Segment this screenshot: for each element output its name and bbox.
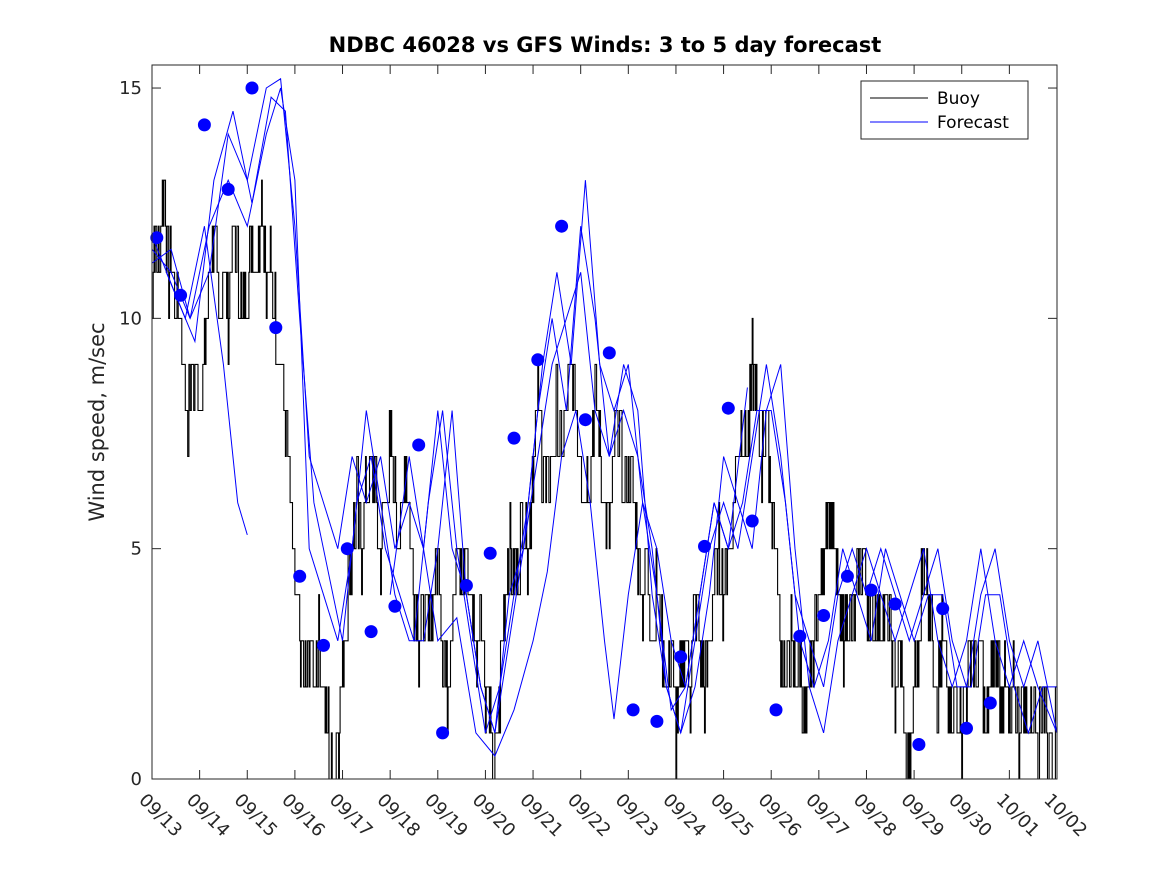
chart-title: NDBC 46028 vs GFS Winds: 3 to 5 day fore… (329, 33, 882, 57)
forecast-marker-11 (388, 599, 402, 613)
forecast-line-3 (151, 87, 1058, 735)
forecast-marker-35 (960, 721, 973, 735)
forecast-marker-18 (555, 219, 569, 233)
forecast-marker-21 (626, 703, 640, 717)
legend-forecast-label: Forecast (937, 113, 1009, 133)
plot-area (152, 65, 1057, 779)
legend-box (860, 80, 1029, 140)
forecast-marker-33 (912, 738, 926, 751)
y-tick-label: 15 (119, 78, 142, 99)
forecast-marker-1 (150, 231, 164, 245)
forecast-marker-30 (840, 569, 854, 583)
forecast-marker-24 (698, 539, 711, 553)
forecast-line-4 (165, 226, 248, 536)
forecast-marker-4 (221, 182, 235, 196)
forecast-marker-20 (602, 346, 616, 360)
y-tick-label: 0 (131, 769, 142, 790)
y-axis-label: Wind speed, m/sec (85, 322, 109, 521)
forecast-marker-2 (174, 288, 188, 302)
forecast-marker-8 (317, 638, 330, 652)
forecast-marker-17 (531, 353, 545, 367)
forecast-marker-6 (269, 321, 283, 335)
forecast-marker-23 (674, 650, 688, 664)
forecast-marker-9 (340, 542, 354, 556)
forecast-marker-12 (412, 438, 426, 452)
legend-buoy-label: Buoy (937, 89, 980, 109)
forecast-line-5 (389, 387, 748, 757)
forecast-marker-5 (245, 81, 259, 95)
forecast-marker-26 (745, 514, 759, 528)
forecast-marker-32 (888, 597, 902, 611)
forecast-series-group (151, 77, 1058, 757)
y-axis: 0 5 10 15 (119, 78, 1057, 790)
forecast-marker-31 (864, 583, 878, 597)
forecast-marker-28 (793, 629, 807, 643)
forecast-marker-27 (769, 703, 783, 717)
plot-box (151, 64, 1058, 780)
forecast-marker-10 (364, 625, 378, 639)
forecast-marker-29 (817, 609, 831, 622)
forecast-marker-7 (293, 569, 307, 583)
forecast-marker-34 (936, 602, 950, 616)
forecast-marker-36 (983, 696, 997, 710)
forecast-marker-14 (459, 579, 473, 592)
forecast-marker-25 (721, 401, 735, 415)
forecast-marker-16 (507, 431, 521, 445)
forecast-line-2 (151, 96, 1057, 735)
forecast-line-1 (151, 77, 1058, 734)
y-tick-label: 5 (131, 539, 142, 560)
forecast-marker-group (150, 81, 997, 751)
y-tick-label: 10 (119, 308, 142, 329)
forecast-marker-19 (578, 413, 592, 427)
forecast-marker-15 (483, 546, 497, 560)
legend: Buoy Forecast (860, 80, 1029, 140)
forecast-marker-22 (650, 714, 664, 728)
forecast-marker-13 (436, 726, 450, 740)
forecast-marker-3 (197, 118, 211, 132)
